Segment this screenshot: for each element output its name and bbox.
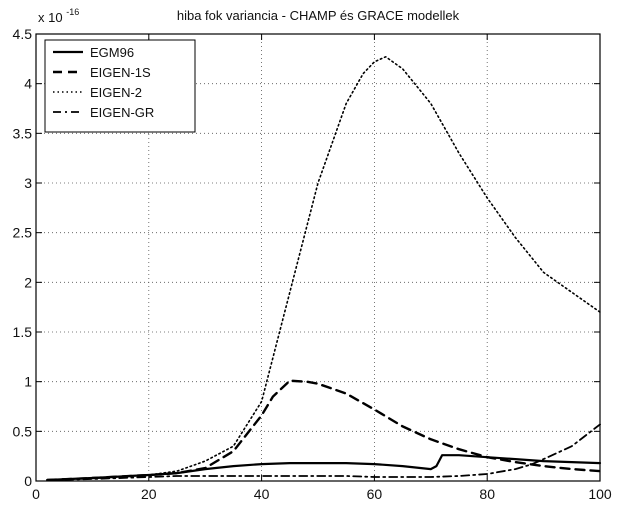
y-multiplier: x 10 -16 [38, 7, 79, 25]
legend-label-eigen-gr: EIGEN-GR [90, 105, 154, 120]
legend: EGM96 EIGEN-1S EIGEN-2 EIGEN-GR [44, 39, 196, 133]
plot-frame [35, 33, 601, 482]
x-tick-label: 100 [588, 486, 612, 502]
y-tick-labels: 0 0.5 1 1.5 2 2.5 3 3.5 4 4.5 [13, 26, 33, 489]
chart-title: hiba fok variancia - CHAMP és GRACE mode… [177, 8, 460, 23]
y-tick-label: 4 [24, 76, 32, 92]
y-tick-label: 1 [24, 374, 32, 390]
x-tick-labels: 0 20 40 60 80 100 [32, 486, 612, 502]
y-tick-label: 4.5 [13, 26, 33, 42]
series-lines [46, 55, 602, 482]
legend-label-egm96: EGM96 [90, 45, 134, 60]
axis-ticks [35, 33, 601, 482]
x-tick-label: 20 [141, 486, 157, 502]
x-tick-label: 80 [479, 486, 495, 502]
legend-box [44, 39, 196, 133]
y-tick-label: 2.5 [13, 225, 33, 241]
y-tick-label: 0.5 [13, 423, 33, 439]
legend-items: EGM96 EIGEN-1S EIGEN-2 EIGEN-GR [53, 45, 154, 120]
grid [36, 34, 600, 481]
y-multiplier-base: x 10 [38, 10, 63, 25]
x-tick-label: 0 [32, 486, 40, 502]
y-tick-label: 1.5 [13, 324, 33, 340]
x-tick-label: 40 [254, 486, 270, 502]
y-tick-label: 3.5 [13, 125, 33, 141]
legend-label-eigen-2: EIGEN-2 [90, 85, 142, 100]
legend-label-eigen-1s: EIGEN-1S [90, 65, 151, 80]
y-tick-label: 0 [24, 473, 32, 489]
y-tick-label: 3 [24, 175, 32, 191]
series-line-eigen-1s [46, 379, 602, 482]
y-multiplier-exponent: -16 [66, 7, 79, 17]
x-tick-label: 60 [367, 486, 383, 502]
y-tick-label: 2 [24, 274, 32, 290]
series-line-eigen-2 [46, 55, 601, 481]
series-line-eigen-gr [46, 423, 601, 481]
